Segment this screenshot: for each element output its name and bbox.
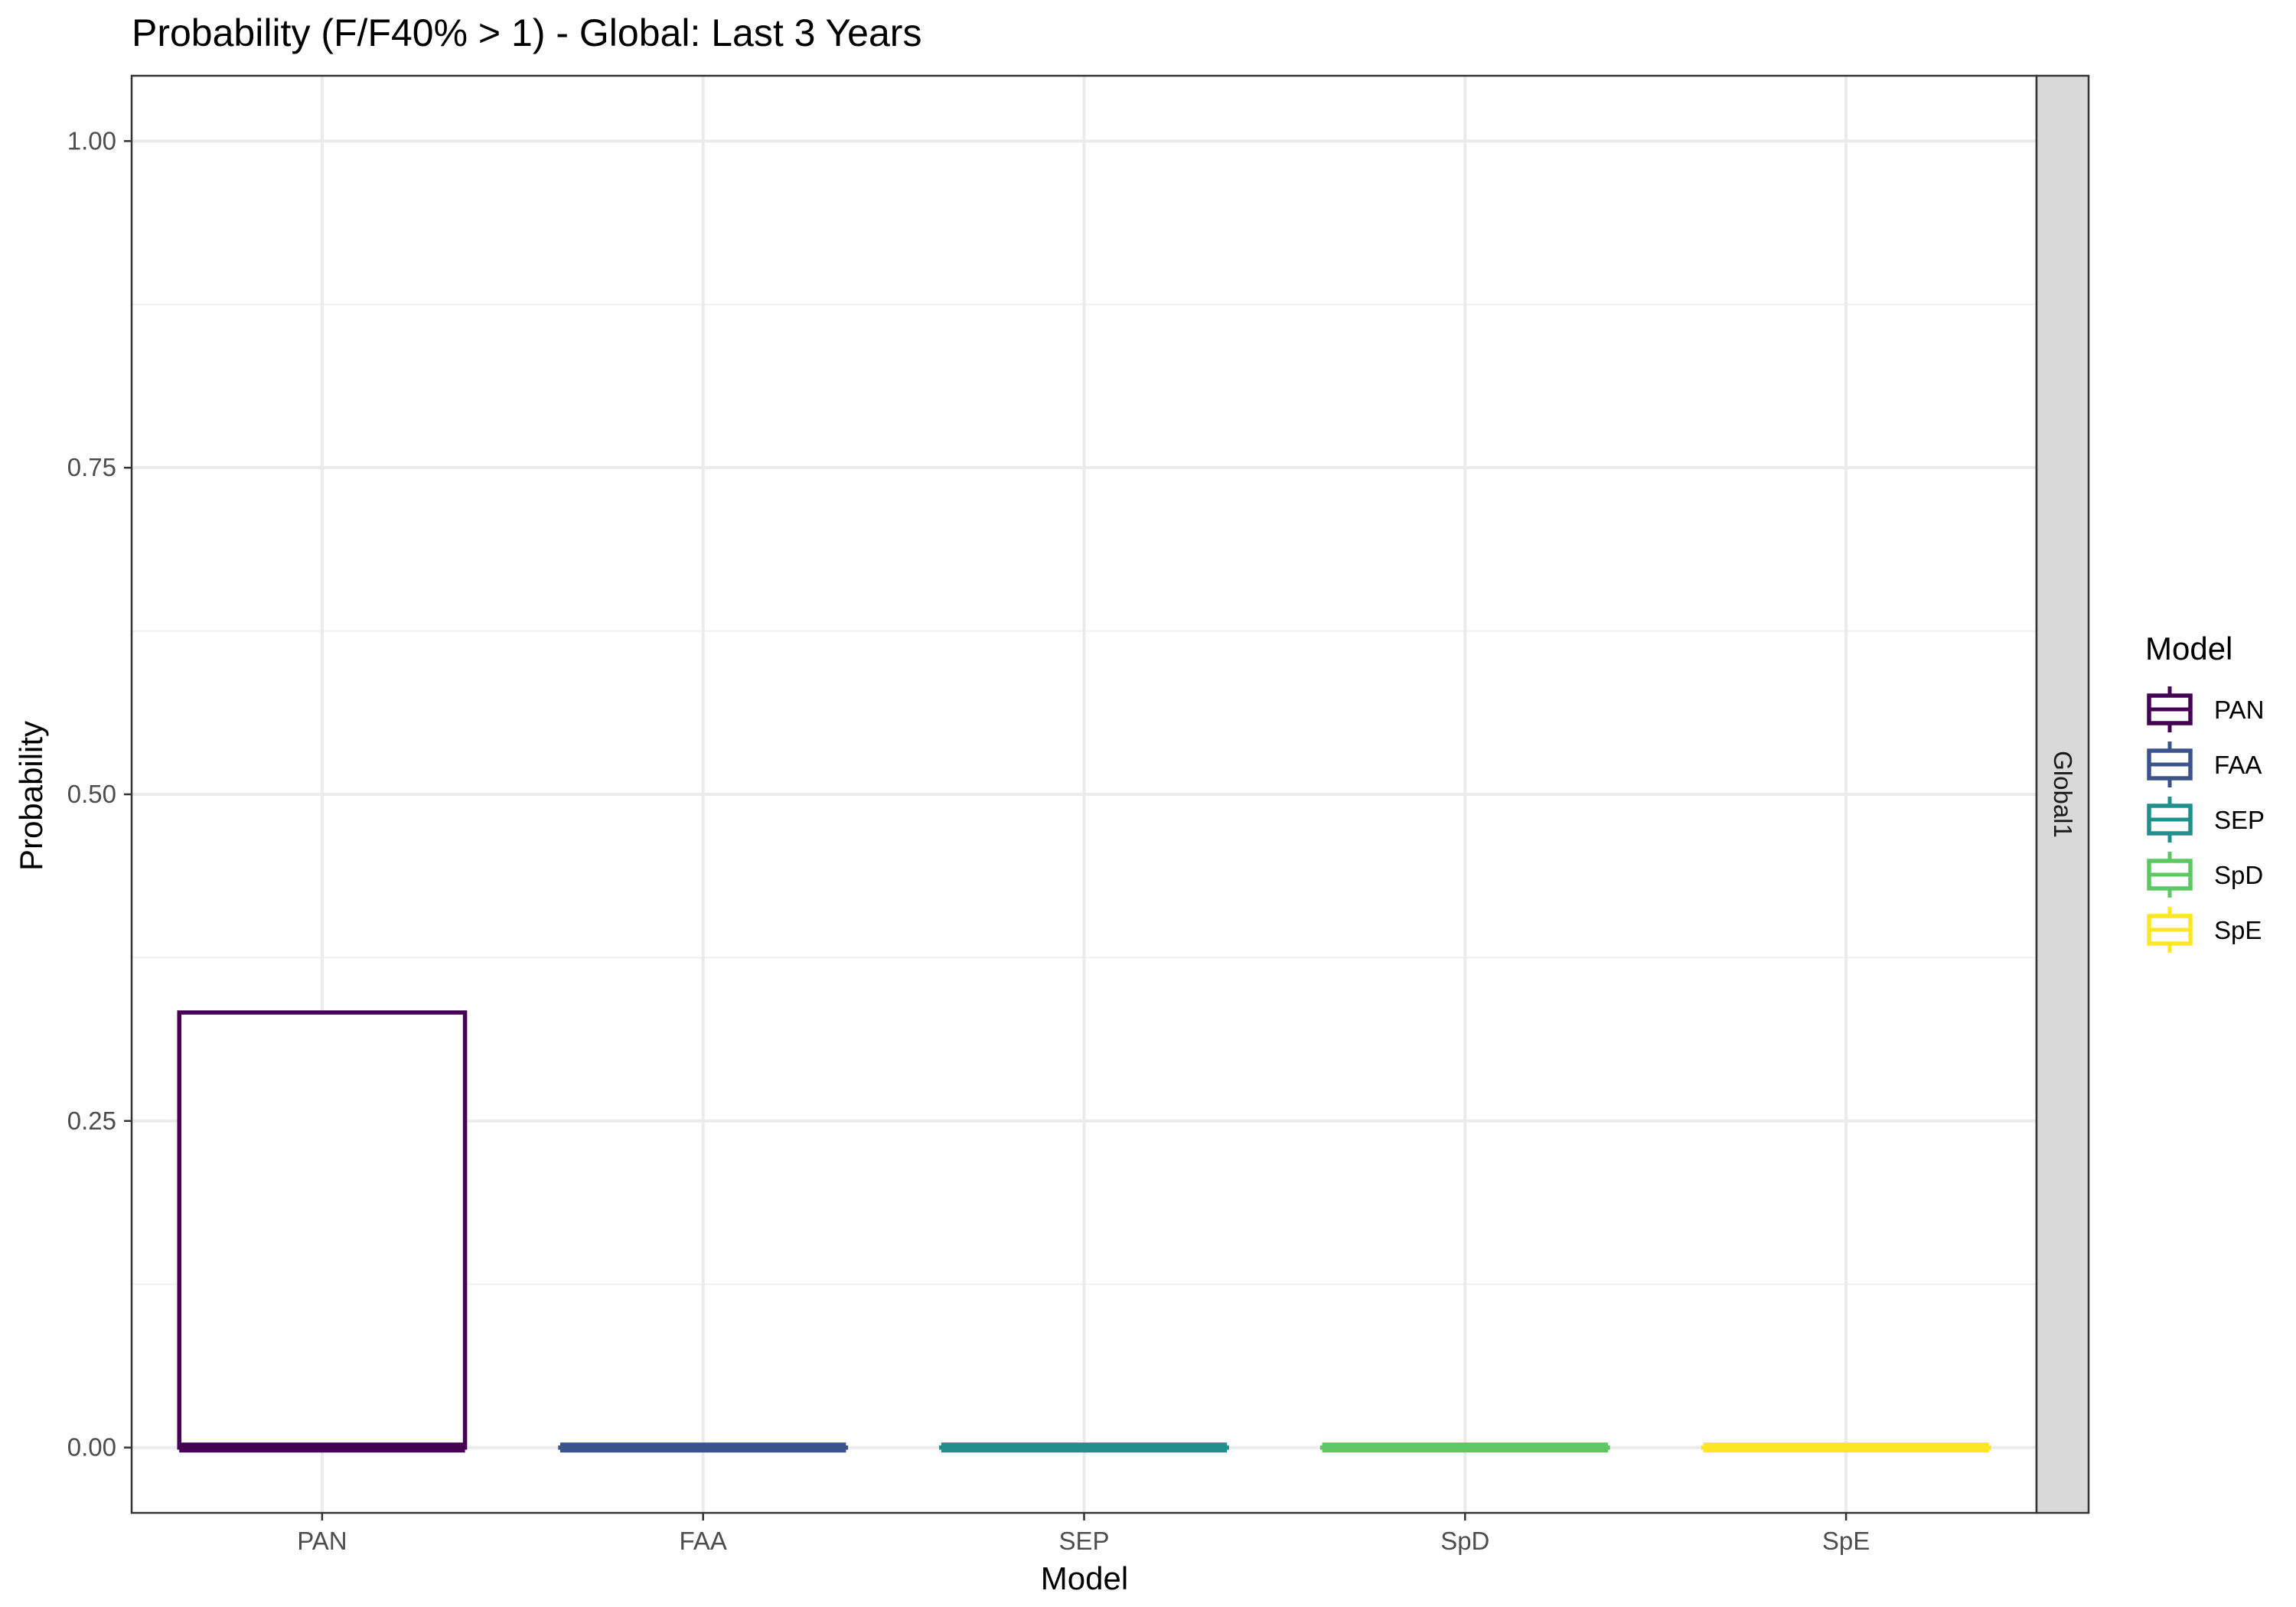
x-axis-title: Model <box>1041 1560 1128 1596</box>
y-axis-title: Probability <box>13 721 49 871</box>
box-pan <box>177 1010 468 1453</box>
legend-label: PAN <box>2214 696 2264 724</box>
legend: Model PAN FAA SEP SpD SpE <box>2145 631 2265 953</box>
legend-item-spd: SpD <box>2147 852 2263 898</box>
legend-label: SpE <box>2214 916 2262 944</box>
x-tick-label: SpD <box>1440 1527 1489 1555</box>
y-axis: 0.00 0.25 0.50 0.75 1.00 <box>67 126 132 1462</box>
chart-title: Probability (F/F40% > 1) - Global: Last … <box>132 11 921 54</box>
y-tick-label: 0.00 <box>67 1433 116 1462</box>
x-axis: PAN FAA SEP SpD SpE <box>297 1513 1870 1555</box>
x-tick-label: SpE <box>1822 1527 1870 1555</box>
legend-label: SEP <box>2214 806 2265 834</box>
legend-item-sep: SEP <box>2147 797 2265 843</box>
legend-label: FAA <box>2214 751 2262 779</box>
legend-label: SpD <box>2214 861 2263 889</box>
x-tick-label: PAN <box>297 1527 347 1555</box>
y-tick-label: 1.00 <box>67 126 116 155</box>
facet-label: Global1 <box>2049 751 2077 838</box>
y-tick-label: 0.75 <box>67 453 116 481</box>
facet-strip: Global1 <box>2035 74 2090 1514</box>
x-tick-label: SEP <box>1058 1527 1109 1555</box>
y-tick-label: 0.25 <box>67 1107 116 1135</box>
legend-title: Model <box>2145 631 2232 667</box>
x-tick-label: FAA <box>680 1527 727 1555</box>
boxplot-series <box>130 74 2038 1514</box>
box-body <box>177 1010 468 1450</box>
legend-item-spe: SpE <box>2147 907 2262 953</box>
legend-item-faa: FAA <box>2147 742 2262 787</box>
y-tick-label: 0.50 <box>67 780 116 808</box>
legend-item-pan: PAN <box>2147 686 2264 732</box>
